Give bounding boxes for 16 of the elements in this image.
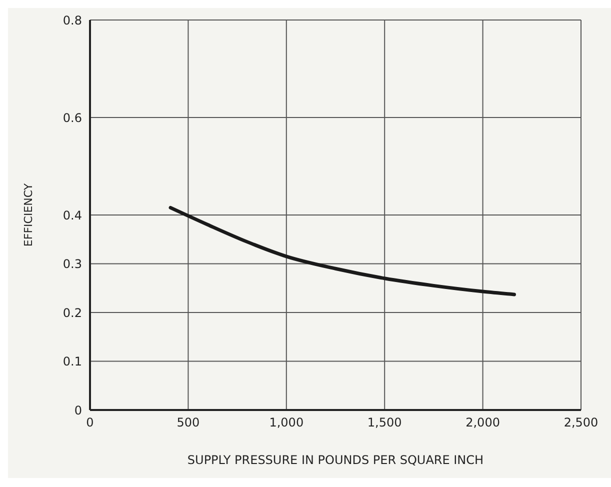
y-tick-label: 0.1 [62, 354, 82, 369]
x-tick-label: 2,500 [564, 416, 598, 430]
y-axis-title: EFFICIENCY [22, 183, 35, 247]
y-tick-label: 0.2 [62, 306, 82, 320]
y-tick-label: 0.6 [62, 110, 82, 125]
y-tick-label: 0 [74, 403, 82, 418]
x-tick-label: 1,000 [269, 416, 304, 430]
x-tick-label: 500 [176, 416, 200, 430]
line-series [168, 206, 516, 296]
y-tick-label: 0.8 [62, 13, 82, 28]
x-tick-label: 2,000 [466, 416, 500, 430]
y-tick-label: 0.4 [62, 208, 82, 222]
x-tick-label: 0 [86, 416, 94, 430]
x-axis-title: SUPPLY PRESSURE IN POUNDS PER SQUARE INCH [187, 453, 484, 467]
x-tick-label: 1,500 [367, 416, 402, 430]
y-tick-label: 0.3 [62, 257, 82, 272]
